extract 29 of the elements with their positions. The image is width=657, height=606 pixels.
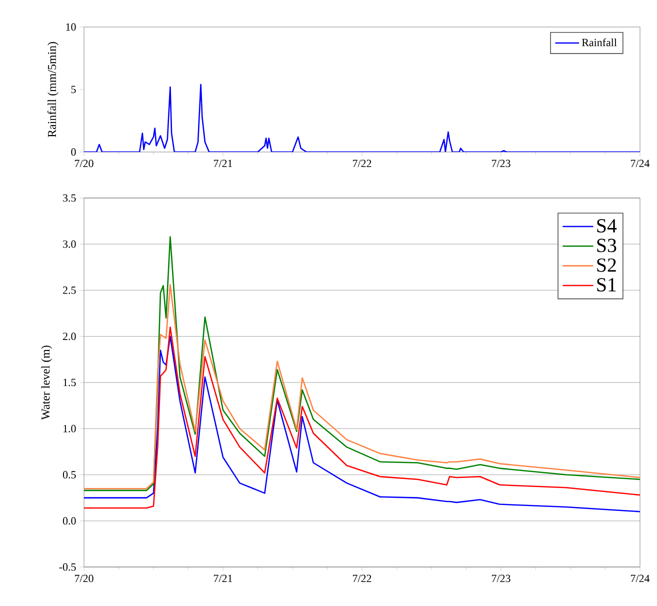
x-tick-label: 7/20 (74, 574, 94, 582)
x-tick-label: 7/24 (630, 160, 650, 168)
y-tick-label: 0.0 (62, 517, 76, 525)
x-tick-label: 7/21 (214, 160, 232, 168)
y-tick-label: 2.5 (63, 286, 76, 294)
y-tick-label: 1.5 (64, 378, 76, 386)
y-axis-title: Rainfall (mm/5min) (47, 42, 58, 138)
x-tick-label: 7/23 (492, 574, 510, 582)
y-axis-title: Water level (m) (41, 346, 52, 420)
legend-label: S1 (597, 278, 616, 292)
x-tick-label: 7/24 (630, 574, 650, 582)
legend-label: S3 (597, 238, 616, 252)
x-tick-label: 7/21 (214, 574, 232, 582)
x-tick-label: 7/20 (74, 160, 94, 168)
x-tick-label: 7/22 (352, 574, 372, 582)
y-tick-label: 3.0 (63, 240, 76, 248)
x-tick-label: 7/22 (352, 160, 372, 168)
y-tick-label: 5 (71, 86, 76, 94)
legend-label: S4 (597, 219, 617, 233)
y-tick-label: -0.5 (59, 563, 76, 571)
x-tick-label: 7/23 (492, 160, 510, 168)
y-tick-label: 2.0 (63, 332, 76, 340)
legend-label: Rainfall (582, 38, 617, 46)
y-tick-label: 0.5 (62, 471, 76, 478)
y-tick-label: 3.5 (63, 194, 76, 202)
y-tick-label: 0 (71, 148, 76, 156)
y-tick-label: 10 (66, 23, 76, 31)
legend-label: S2 (597, 258, 616, 272)
y-tick-label: 1.0 (64, 424, 76, 432)
